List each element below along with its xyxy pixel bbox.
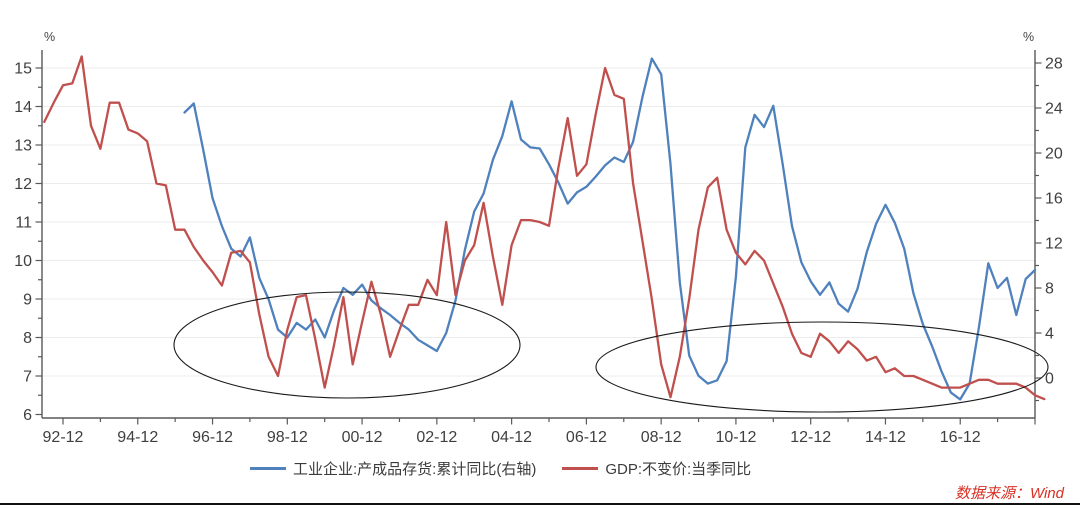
svg-text:00-12: 00-12 xyxy=(342,429,383,446)
svg-text:12: 12 xyxy=(1045,236,1063,253)
left-axis-unit-label: % xyxy=(44,30,56,44)
svg-text:7: 7 xyxy=(23,369,32,386)
svg-text:14-12: 14-12 xyxy=(865,429,906,446)
svg-text:16: 16 xyxy=(1045,191,1063,208)
svg-text:92-12: 92-12 xyxy=(43,429,84,446)
svg-text:20: 20 xyxy=(1045,146,1063,163)
legend-label-inventory: 工业企业:产成品存货:累计同比(右轴) xyxy=(293,461,537,478)
annotation-ellipse-1 xyxy=(173,291,521,399)
legend-item-inventory: 工业企业:产成品存货:累计同比(右轴) xyxy=(250,458,536,479)
svg-text:6: 6 xyxy=(23,407,32,424)
inventory-series-line xyxy=(183,57,1037,401)
annotation-ellipse-2 xyxy=(595,321,1049,413)
legend-line-inventory xyxy=(250,467,286,470)
gdp-series-line xyxy=(43,55,1046,401)
svg-text:96-12: 96-12 xyxy=(192,429,233,446)
svg-text:4: 4 xyxy=(1045,326,1054,343)
svg-text:10: 10 xyxy=(14,253,32,270)
right-axis-unit-label: % xyxy=(1023,30,1035,44)
svg-text:8: 8 xyxy=(1045,281,1054,298)
svg-text:12-12: 12-12 xyxy=(790,429,831,446)
svg-text:28: 28 xyxy=(1045,56,1063,73)
svg-text:0: 0 xyxy=(1045,371,1054,388)
svg-text:06-12: 06-12 xyxy=(566,429,607,446)
legend-item-gdp: GDP:不变价:当季同比 xyxy=(562,458,751,479)
svg-text:15: 15 xyxy=(14,61,32,78)
legend-label-gdp: GDP:不变价:当季同比 xyxy=(605,461,752,478)
legend-line-gdp xyxy=(562,467,599,470)
bottom-rule xyxy=(0,503,1080,505)
svg-text:11: 11 xyxy=(15,215,32,232)
svg-text:04-12: 04-12 xyxy=(491,429,532,446)
svg-text:9: 9 xyxy=(23,292,32,309)
svg-text:14: 14 xyxy=(14,99,32,116)
chart-canvas: 6 7 8 9 10 11 12 13 14 15 0 4 8 12 16 20 24 28 92-12 94-12 9… xyxy=(14,50,1063,447)
svg-text:98-12: 98-12 xyxy=(267,429,308,446)
svg-text:08-12: 08-12 xyxy=(641,429,682,446)
svg-text:02-12: 02-12 xyxy=(416,429,457,446)
svg-text:24: 24 xyxy=(1045,101,1063,118)
tick-marks xyxy=(35,62,1042,425)
svg-text:94-12: 94-12 xyxy=(117,429,158,446)
tick-labels: 6 7 8 9 10 11 12 13 14 15 0 4 8 12 16 20 24 28 92-12 94-12 9… xyxy=(14,56,1063,447)
source-note: 数据来源：Wind xyxy=(954,485,1064,502)
svg-text:13: 13 xyxy=(14,138,32,155)
svg-text:10-12: 10-12 xyxy=(715,429,756,446)
legend: 工业企业:产成品存货:累计同比(右轴) GDP:不变价:当季同比 xyxy=(250,458,751,479)
svg-text:12: 12 xyxy=(14,176,32,193)
svg-text:16-12: 16-12 xyxy=(940,429,981,446)
svg-text:8: 8 xyxy=(23,330,32,347)
